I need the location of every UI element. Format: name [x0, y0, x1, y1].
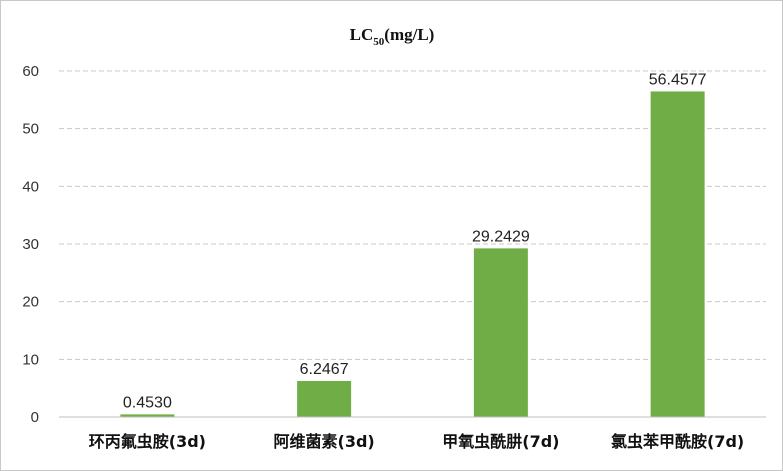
chart-title-subscript: 50 — [373, 36, 385, 48]
data-label: 29.2429 — [472, 228, 530, 245]
x-tick-label: 环丙氟虫胺(3d) — [89, 432, 206, 451]
gridlines — [59, 70, 766, 360]
bars — [120, 91, 705, 418]
data-labels: 0.4530 6.2467 29.2429 56.4577 — [123, 71, 707, 411]
y-tick-label: 40 — [22, 178, 39, 195]
x-axis-ticks: 环丙氟虫胺(3d) 阿维菌素(3d) 甲氧虫酰肼(7d) 氯虫苯甲酰胺(7d) — [89, 432, 744, 451]
y-tick-label: 60 — [22, 63, 39, 80]
y-axis-ticks: 0 10 20 30 40 50 60 — [22, 63, 39, 426]
y-tick-label: 10 — [22, 351, 39, 368]
y-tick-label: 50 — [22, 121, 39, 138]
bar — [650, 91, 705, 418]
chart-title: LC50(mg/L) — [350, 25, 435, 48]
x-tick-label: 阿维菌素(3d) — [274, 432, 375, 451]
chart-title-main: LC — [350, 25, 374, 44]
data-label: 56.4577 — [649, 71, 707, 88]
y-tick-label: 30 — [22, 236, 39, 253]
data-label: 0.4530 — [123, 394, 172, 411]
bar — [297, 380, 352, 417]
bar — [473, 248, 528, 417]
x-tick-label: 甲氧虫酰肼(7d) — [442, 432, 559, 451]
data-label: 6.2467 — [300, 361, 349, 378]
chart-title-suffix: (mg/L) — [384, 25, 434, 44]
y-tick-label: 0 — [31, 409, 39, 426]
x-tick-label: 氯虫苯甲酰胺(7d) — [611, 432, 744, 451]
bar — [120, 414, 175, 417]
y-tick-label: 20 — [22, 294, 39, 311]
